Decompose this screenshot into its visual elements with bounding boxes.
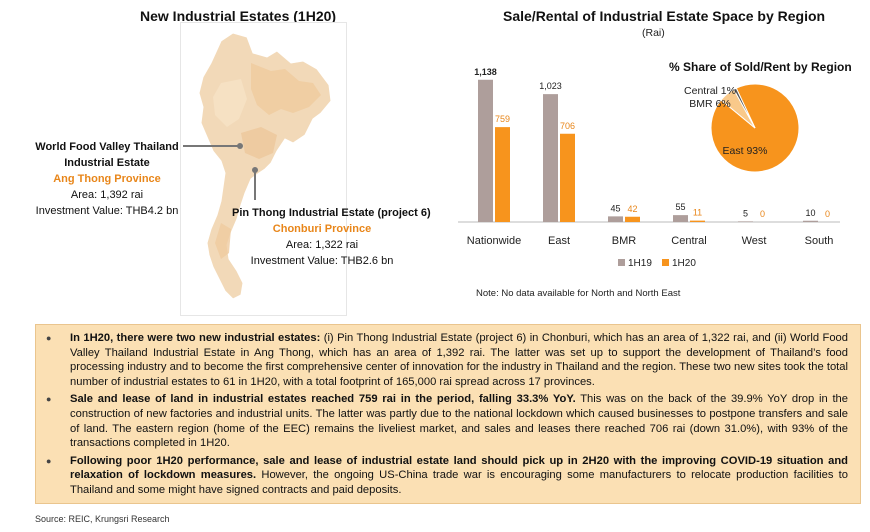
data-label-1h19-south: 10	[805, 208, 815, 218]
data-label-1h20-bmr: 42	[627, 204, 637, 214]
data-label-1h19-central: 55	[675, 202, 685, 212]
data-label-1h19-west: 5	[743, 208, 748, 218]
estate2-investment: Investment Value: THB2.6 bn	[250, 255, 394, 267]
data-label-1h19-bmr: 45	[610, 203, 620, 213]
bullet-1-bold: In 1H20, there were two new industrial e…	[70, 332, 321, 344]
bar-1h19-central	[673, 215, 688, 222]
estate2-annotation: Pin Thong Industrial Estate (project 6) …	[232, 205, 431, 269]
bar-1h20-nationwide	[495, 127, 510, 222]
x-tick-label-west: West	[742, 235, 767, 247]
chart-note: Note: No data available for North and No…	[476, 288, 681, 299]
estate2-name: Pin Thong Industrial Estate (project 6)	[232, 207, 431, 219]
bar-1h19-nationwide	[478, 79, 493, 222]
data-label-1h20-west: 0	[760, 209, 765, 219]
summary-list: In 1H20, there were two new industrial e…	[36, 325, 860, 498]
bar-1h19-bmr	[608, 216, 623, 222]
summary-bullet-3: Following poor 1H20 performance, sale an…	[46, 454, 848, 498]
thailand-map-shape	[198, 32, 332, 300]
estate1-investment: Investment Value: THB4.2 bn	[35, 205, 179, 217]
pie-chart: East 93% Central 1%BMR 6%	[684, 83, 800, 173]
data-label-1h19-east: 1,023	[539, 81, 562, 91]
data-label-1h20-nationwide: 759	[495, 114, 510, 124]
summary-bullet-1: In 1H20, there were two new industrial e…	[46, 331, 848, 389]
x-tick-label-east: East	[548, 235, 570, 247]
pie-slice-central	[733, 87, 756, 129]
estate2-area: Area: 1,322 rai	[285, 239, 359, 251]
data-label-1h20-east: 706	[560, 121, 575, 131]
summary-bullet-2: Sale and lease of land in industrial est…	[46, 392, 848, 450]
x-tick-label-bmr: BMR	[612, 235, 637, 247]
estate1-name-line2: Industrial Estate	[64, 157, 150, 169]
data-label-1h20-south: 0	[825, 209, 830, 219]
bar-chart-subtitle: (Rai)	[642, 27, 665, 39]
bar-1h19-south	[803, 220, 818, 222]
estate1-area: Area: 1,392 rai	[70, 189, 144, 201]
pie-label-east: East 93%	[723, 145, 768, 157]
x-tick-label-south: South	[805, 235, 834, 247]
estate1-annotation: World Food Valley Thailand Industrial Es…	[22, 139, 192, 219]
bar-1h20-bmr	[625, 216, 640, 222]
bar-1h19-east	[543, 94, 558, 222]
bullet-1-text: (i) Pin Thong Industrial Estate (project…	[70, 332, 848, 388]
summary-box: In 1H20, there were two new industrial e…	[35, 324, 861, 504]
legend-label-1h19: 1H19	[628, 258, 652, 269]
bullet-2-bold: Sale and lease of land in industrial est…	[70, 393, 576, 406]
bullet-2-text: This was on the back of the 39.9% YoY dr…	[70, 393, 848, 450]
estate1-province: Ang Thong Province	[53, 173, 161, 185]
x-tick-label-central: Central	[671, 235, 706, 247]
legend-swatch-1h19	[618, 259, 625, 266]
bar-1h20-central	[690, 220, 705, 222]
bullet-3-text: However, the ongoing US-China trade war …	[70, 469, 848, 496]
estate2-province: Chonburi Province	[272, 223, 372, 235]
data-label-1h19-nationwide: 1,138	[474, 67, 497, 77]
thailand-map	[180, 22, 347, 316]
pie-label-bmr: BMR 6%	[689, 98, 730, 110]
source-note: Source: REIC, Krungsri Research	[35, 514, 170, 524]
bar-1h19-west	[738, 221, 753, 222]
pie-label-central: Central 1%	[684, 85, 736, 97]
legend-label-1h20: 1H20	[672, 258, 696, 269]
bar-chart-title: Sale/Rental of Industrial Estate Space b…	[503, 8, 826, 24]
estate1-name-line1: World Food Valley Thailand	[35, 141, 179, 153]
bullet-3-bold: Following poor 1H20 performance, sale an…	[70, 454, 848, 482]
bar-chart: 1,138 759 Nationwide 1,023 706 East 45 42 BMR 55 1…	[458, 67, 840, 269]
x-tick-label-nationwide: Nationwide	[467, 235, 521, 247]
legend-swatch-1h20	[662, 259, 669, 266]
bar-1h20-east	[560, 133, 575, 222]
data-label-1h20-central: 11	[693, 208, 702, 218]
map-title: New Industrial Estates (1H20)	[140, 8, 337, 24]
pie-chart-title: % Share of Sold/Rent by Region	[669, 60, 852, 74]
